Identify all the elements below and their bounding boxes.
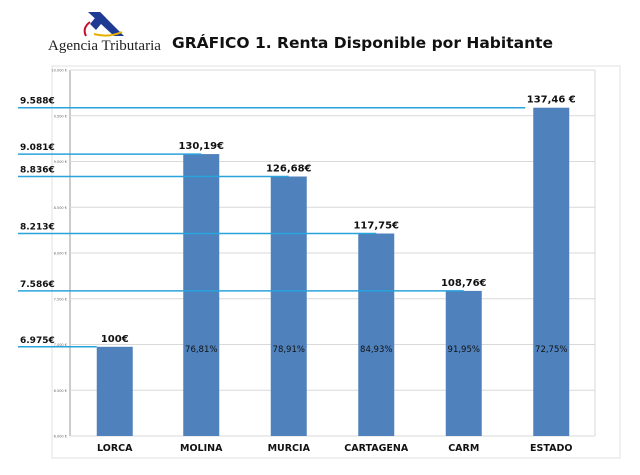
reference-value-label: 6.975€ <box>20 336 55 346</box>
reference-value-label: 8.213€ <box>20 223 55 233</box>
bar-percent-label: 72,75% <box>535 345 567 355</box>
x-tick-label: MURCIA <box>268 443 311 454</box>
bar-lorca <box>96 346 133 436</box>
reference-value-label: 7.586€ <box>20 280 55 290</box>
bar-index-label: 100€ <box>101 334 129 345</box>
y-tick-label: 6.000 € <box>54 435 67 439</box>
bar-index-label: 108,76€ <box>441 278 487 289</box>
chart-title: GRÁFICO 1. Renta Disponible por Habitant… <box>172 34 554 52</box>
bar-index-label: 117,75€ <box>353 221 399 232</box>
y-tick-label: 6.500 € <box>54 389 67 393</box>
bar-murcia <box>270 176 307 437</box>
bar-percent-label: 76,81% <box>185 345 217 355</box>
bar-index-label: 130,19€ <box>178 141 224 152</box>
reference-value-label: 9.081€ <box>20 143 55 153</box>
y-tick-label: 7.000 € <box>54 343 67 347</box>
bar-estado <box>533 107 570 436</box>
bar-index-label: 137,46 € <box>527 95 576 106</box>
x-tick-label: CARTAGENA <box>344 443 409 454</box>
bar-index-label: 126,68€ <box>266 164 312 175</box>
bar-molina <box>183 154 220 436</box>
bar-percent-label: 91,95% <box>448 345 480 355</box>
logo-text: Agencia Tributaria <box>48 38 161 54</box>
x-tick-label: MOLINA <box>180 443 223 454</box>
bar-cartagena <box>358 233 395 436</box>
y-tick-label: 8.500 € <box>54 206 67 210</box>
x-tick-label: LORCA <box>97 443 133 454</box>
y-tick-label: 10.000 € <box>51 69 67 73</box>
x-tick-label: CARM <box>448 443 479 454</box>
x-tick-label: ESTADO <box>530 443 572 454</box>
chart-frame <box>51 65 621 459</box>
bar-carm <box>445 290 482 436</box>
reference-value-label: 9.588€ <box>20 97 55 107</box>
y-tick-label: 9.000 € <box>54 160 67 164</box>
reference-value-label: 8.836€ <box>20 166 55 176</box>
agencia-tributaria-logo <box>83 12 124 37</box>
bar-percent-label: 84,93% <box>360 345 392 355</box>
bar-percent-label: 78,91% <box>273 345 305 355</box>
y-tick-label: 8.000 € <box>54 252 67 256</box>
y-tick-label: 9.500 € <box>54 114 67 118</box>
y-tick-label: 7.500 € <box>54 297 67 301</box>
